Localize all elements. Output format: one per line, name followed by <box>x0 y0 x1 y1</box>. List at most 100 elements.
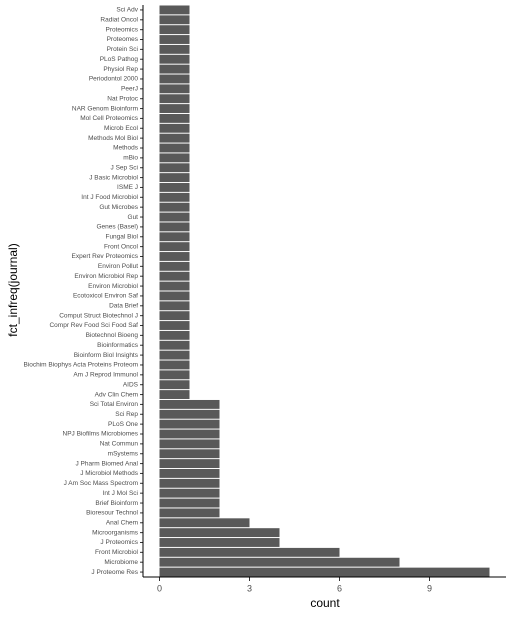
bar <box>159 360 190 370</box>
bar <box>159 153 190 163</box>
x-tick-label: 9 <box>427 583 432 593</box>
bar <box>159 311 190 321</box>
bar <box>159 340 190 350</box>
bar <box>159 370 190 380</box>
y-tick-label: Sci Total Environ <box>90 401 139 408</box>
y-tick-label: Environ Pollut <box>98 263 138 270</box>
bar <box>159 222 190 232</box>
y-tick-label: J Microbiol Methods <box>80 470 139 477</box>
bar <box>159 380 190 390</box>
bar <box>159 25 190 35</box>
x-tick-label: 6 <box>337 583 342 593</box>
bar <box>159 123 190 133</box>
bar <box>159 242 190 252</box>
y-tick-label: J Pharm Biomed Anal <box>75 460 138 467</box>
y-tick-label: Biochim Biophys Acta Proteins Proteom <box>23 362 138 369</box>
bar <box>159 94 190 104</box>
y-tick-label: Sci Adv <box>116 7 138 14</box>
y-tick-label: Mol Cell Proteomics <box>80 115 139 122</box>
y-tick-label: AIDS <box>123 381 139 388</box>
bar <box>159 469 220 478</box>
y-tick-label: Fungal Biol <box>105 233 138 240</box>
bar <box>159 508 220 518</box>
bar <box>159 163 190 173</box>
bar <box>159 478 220 488</box>
y-tick-label: J Basic Microbiol <box>89 174 138 181</box>
y-tick-label: Gut Microbes <box>99 204 138 211</box>
bar <box>159 64 190 74</box>
y-tick-label: Nat Commun <box>100 441 139 448</box>
y-tick-label: J Proteome Res <box>91 569 138 576</box>
y-tick-label: Bioinformatics <box>97 342 139 349</box>
y-tick-label: PLoS One <box>108 421 138 428</box>
y-tick-label: Am J Reprod Immunol <box>73 372 138 379</box>
y-tick-label: Nat Protoc <box>107 95 138 102</box>
y-tick-label: Microorganisms <box>92 529 139 536</box>
bar <box>159 202 190 212</box>
y-tick-label: Front Microbiol <box>95 549 139 556</box>
y-axis-title: fct_infreq(journal) <box>6 243 20 336</box>
bar <box>159 84 190 94</box>
bar <box>159 557 400 567</box>
bar <box>159 271 190 281</box>
bar <box>159 419 220 429</box>
bar <box>159 498 220 508</box>
bar <box>159 113 190 123</box>
y-tick-label: Radiat Oncol <box>100 17 138 24</box>
bar <box>159 35 190 44</box>
y-tick-label: Ecotoxicol Environ Saf <box>73 293 138 300</box>
y-tick-label: Periodontol 2000 <box>89 76 139 83</box>
y-tick-label: Methods <box>113 145 139 152</box>
bar <box>159 54 190 64</box>
bar <box>159 143 190 153</box>
bar <box>159 390 190 399</box>
bar <box>159 350 190 360</box>
bar <box>159 459 220 469</box>
bar <box>159 330 190 340</box>
y-tick-label: Protein Sci <box>107 46 138 53</box>
y-tick-label: ISME J <box>117 184 138 191</box>
y-tick-label: Bioinform Biol Insights <box>74 352 139 359</box>
bar <box>159 301 190 311</box>
bar <box>159 449 220 459</box>
y-tick-label: PeerJ <box>121 86 138 93</box>
bar <box>159 528 280 538</box>
bar <box>159 429 220 439</box>
y-tick-label: Environ Microbiol <box>88 283 138 290</box>
y-tick-label: Proteomics <box>105 26 138 33</box>
x-tick-label: 3 <box>247 583 252 593</box>
bar <box>159 5 190 15</box>
bar <box>159 439 220 449</box>
y-tick-label: Expert Rev Proteomics <box>72 253 139 260</box>
bar <box>159 281 190 291</box>
bar <box>159 133 190 143</box>
y-tick-label: mBio <box>123 155 138 162</box>
x-tick-label: 0 <box>157 583 162 593</box>
bar <box>159 252 190 261</box>
bar <box>159 232 190 242</box>
y-tick-label: Physiol Rep <box>103 66 138 73</box>
y-tick-label: Compr Rev Food Sci Food Saf <box>49 322 138 329</box>
bar <box>159 409 220 419</box>
x-axis-title: count <box>310 596 340 610</box>
y-tick-label: Methods Mol Biol <box>88 135 138 142</box>
y-tick-label: Microb Ecol <box>104 125 139 132</box>
bar <box>159 192 190 202</box>
bar <box>159 15 190 25</box>
y-tick-label: Environ Microbiol Rep <box>74 273 138 280</box>
y-tick-label: Sci Rep <box>115 411 138 418</box>
y-tick-label: Gut <box>128 214 139 221</box>
y-tick-label: J Proteomics <box>100 539 138 546</box>
y-tick-label: J Sep Sci <box>111 164 138 171</box>
y-tick-label: Int J Mol Sci <box>103 490 138 497</box>
y-tick-label: Microbiome <box>104 559 138 566</box>
bar <box>159 399 220 409</box>
bar <box>159 212 190 222</box>
bar <box>159 261 190 271</box>
y-tick-label: Int J Food Microbiol <box>81 194 138 201</box>
bar <box>159 488 220 498</box>
bar <box>159 104 190 113</box>
y-tick-label: J Am Soc Mass Spectrom <box>64 480 138 487</box>
bar <box>159 44 190 54</box>
